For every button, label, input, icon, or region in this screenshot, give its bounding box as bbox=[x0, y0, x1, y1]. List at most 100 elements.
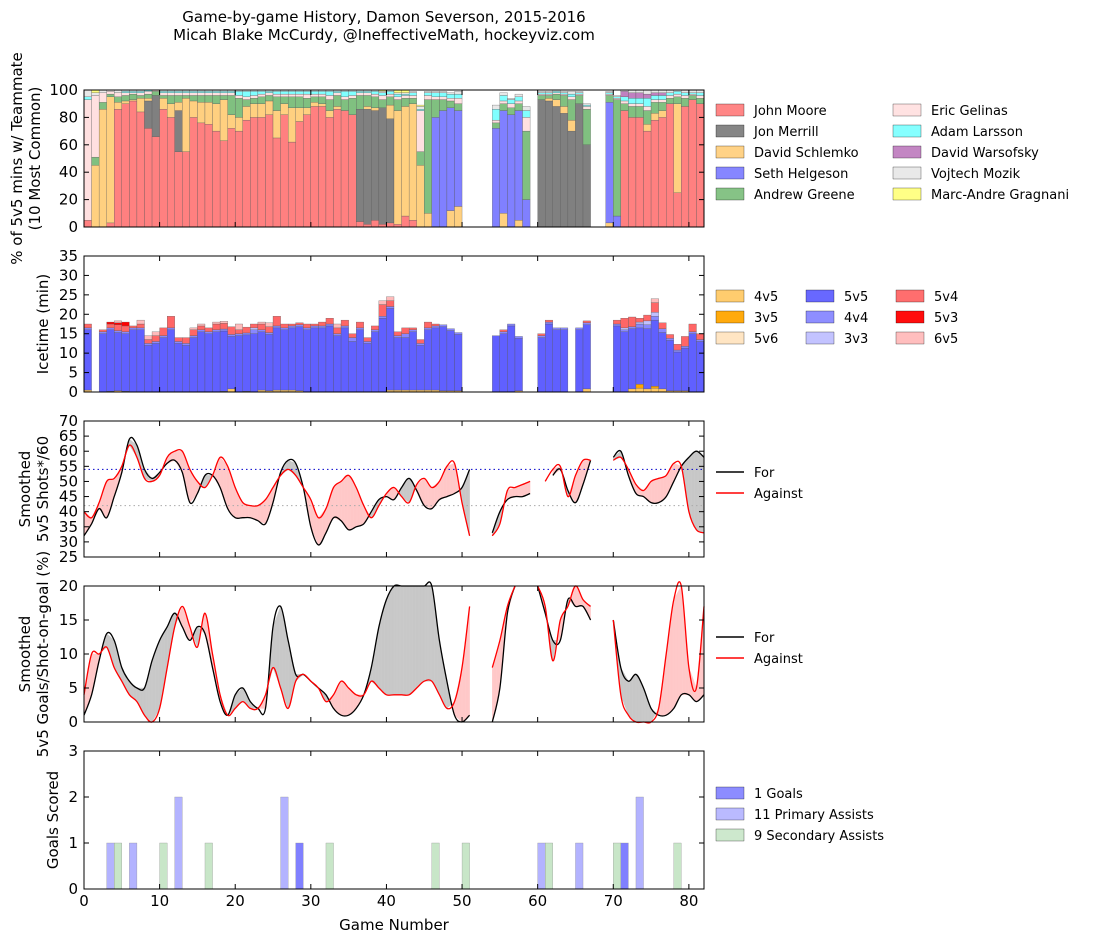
bar-segment bbox=[378, 92, 387, 96]
legend-label: 11 Primary Assists bbox=[754, 808, 874, 823]
bar-segment bbox=[219, 321, 228, 324]
bar-segment bbox=[227, 92, 236, 96]
bar-segment bbox=[514, 103, 523, 111]
goal-bar bbox=[461, 842, 470, 890]
bar-segment bbox=[265, 92, 274, 96]
bar-segment bbox=[635, 323, 644, 329]
bar-segment bbox=[250, 323, 259, 329]
bar-segment bbox=[106, 321, 115, 325]
bar-segment bbox=[83, 327, 92, 330]
bar-segment bbox=[628, 316, 637, 327]
legend-swatch bbox=[892, 166, 922, 180]
bar-segment bbox=[242, 96, 251, 100]
bar-segment bbox=[643, 106, 652, 111]
legend-swatch bbox=[715, 310, 745, 324]
goal-bar bbox=[295, 842, 304, 890]
bar-segment bbox=[174, 110, 183, 152]
bar-segment bbox=[575, 329, 584, 393]
x-tick-label: 50 bbox=[453, 892, 472, 910]
bar-segment bbox=[386, 306, 395, 309]
series-line bbox=[491, 492, 531, 534]
bar-segment bbox=[212, 329, 221, 332]
bar-segment bbox=[310, 323, 319, 327]
bar-segment bbox=[197, 323, 206, 327]
bar-segment bbox=[696, 92, 705, 96]
series-line bbox=[491, 585, 516, 668]
bar-segment bbox=[159, 109, 168, 228]
bar-segment bbox=[114, 96, 122, 103]
bar-segment bbox=[522, 130, 531, 200]
y-tick-label: 0 bbox=[68, 218, 78, 236]
bar-segment bbox=[235, 335, 243, 393]
bar-segment bbox=[151, 343, 160, 393]
bar-segment bbox=[507, 103, 516, 108]
bar-segment bbox=[393, 93, 402, 98]
bar-segment bbox=[106, 329, 115, 392]
bar-segment bbox=[613, 98, 621, 100]
bar-segment bbox=[363, 343, 372, 393]
bar-segment bbox=[106, 222, 115, 228]
bar-segment bbox=[378, 99, 387, 108]
y-tick-label: 35 bbox=[59, 518, 78, 536]
bar-segment bbox=[552, 92, 561, 95]
bar-segment bbox=[408, 98, 417, 104]
x-tick-label: 30 bbox=[301, 892, 320, 910]
bar-segment bbox=[83, 96, 92, 100]
bar-segment bbox=[114, 320, 122, 323]
bar-segment bbox=[688, 333, 697, 393]
bar-segment bbox=[257, 323, 266, 330]
bar-segment bbox=[114, 92, 122, 97]
bar-segment bbox=[129, 100, 138, 228]
bar-segment bbox=[182, 98, 191, 152]
bar-segment bbox=[643, 110, 652, 125]
bar-segment bbox=[643, 324, 652, 329]
bar-segment bbox=[507, 114, 516, 228]
bar-segment bbox=[159, 327, 168, 336]
bar-segment bbox=[136, 319, 145, 325]
legend-swatch bbox=[715, 828, 745, 842]
bar-segment bbox=[613, 95, 621, 98]
bar-segment bbox=[91, 156, 100, 166]
bar-segment bbox=[91, 95, 100, 158]
bar-segment bbox=[136, 327, 145, 330]
bar-segment bbox=[446, 107, 455, 211]
y-tick-label: 5 bbox=[68, 364, 78, 382]
bar-segment bbox=[688, 92, 697, 95]
bar-segment bbox=[643, 98, 652, 107]
bar-segment bbox=[189, 117, 198, 228]
goal-bar bbox=[114, 842, 122, 890]
bar-segment bbox=[204, 102, 213, 125]
bar-segment bbox=[416, 343, 425, 346]
bar-segment bbox=[129, 329, 138, 393]
bar-segment bbox=[114, 324, 122, 331]
bar-segment bbox=[431, 117, 440, 228]
bar-segment bbox=[492, 119, 501, 124]
bar-segment bbox=[650, 102, 659, 114]
bar-segment bbox=[204, 124, 213, 228]
bar-segment bbox=[537, 95, 546, 100]
bar-segment bbox=[635, 387, 644, 393]
bar-segment bbox=[250, 98, 259, 104]
series-line bbox=[83, 436, 471, 546]
bar-segment bbox=[363, 92, 372, 96]
bar-segment bbox=[416, 106, 425, 110]
bar-segment bbox=[635, 92, 644, 99]
bar-segment bbox=[567, 96, 576, 100]
bar-segment bbox=[189, 337, 198, 393]
bar-segment bbox=[136, 95, 145, 99]
bar-segment bbox=[257, 321, 266, 325]
bar-segment bbox=[303, 327, 311, 330]
bar-segment bbox=[250, 95, 259, 99]
bar-segment bbox=[303, 107, 311, 115]
goal-bar bbox=[280, 796, 289, 890]
bar-segment bbox=[650, 95, 659, 100]
bar-segment bbox=[219, 328, 228, 332]
bar-segment bbox=[499, 95, 508, 102]
bar-segment bbox=[325, 91, 334, 96]
bar-segment bbox=[499, 329, 508, 332]
bar-segment bbox=[620, 329, 629, 332]
bar-segment bbox=[235, 98, 243, 118]
bar-segment bbox=[386, 222, 395, 228]
series-line bbox=[612, 456, 705, 534]
bar-segment bbox=[182, 337, 191, 344]
